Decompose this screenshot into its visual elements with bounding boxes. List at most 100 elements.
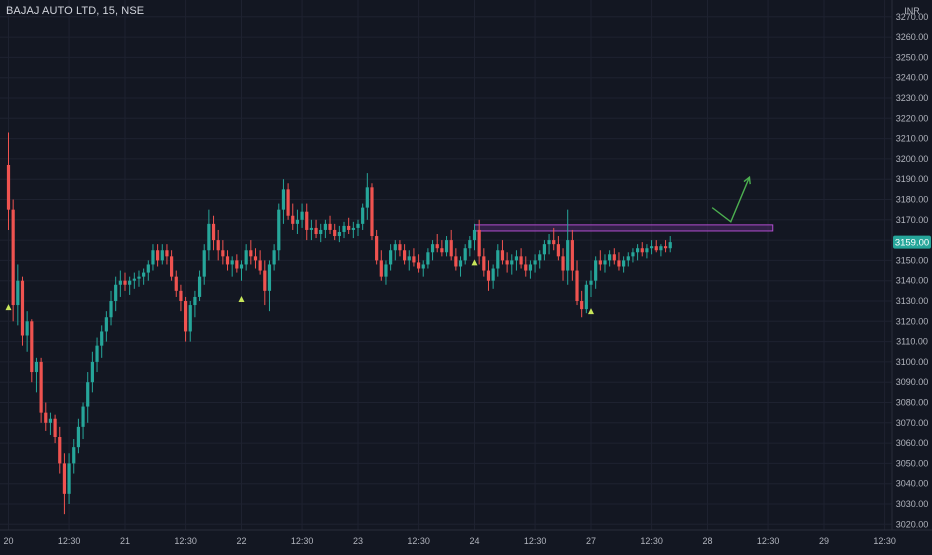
candle xyxy=(48,412,53,435)
candle-body xyxy=(379,260,383,277)
candle xyxy=(463,244,467,265)
candle-body xyxy=(519,256,523,265)
candle-body xyxy=(272,250,276,265)
candle-body xyxy=(156,250,160,261)
candle xyxy=(594,256,598,289)
candle-body xyxy=(58,437,62,464)
price-axis[interactable]: 3020.00 3030.00 3040.00 3050.00 3060.00 3070.… xyxy=(896,12,929,530)
candle-body xyxy=(277,209,281,251)
candle xyxy=(580,290,584,318)
candle xyxy=(258,250,262,275)
time-tick-label: 12:30 xyxy=(174,536,197,546)
price-tick-label: 3050.00 xyxy=(896,458,929,468)
candle-body xyxy=(556,244,560,257)
candle xyxy=(598,250,602,271)
candle xyxy=(53,414,57,444)
time-tick-label: 24 xyxy=(469,536,479,546)
time-tick-label: 29 xyxy=(819,536,829,546)
candle xyxy=(542,240,546,261)
candle xyxy=(314,219,318,239)
candle xyxy=(95,337,99,373)
candle-body xyxy=(48,418,53,423)
candle xyxy=(612,248,616,265)
candle-body xyxy=(514,256,519,261)
chart-title: BAJAJ AUTO LTD, 15, NSE xyxy=(6,5,145,17)
candle xyxy=(640,242,644,257)
candle xyxy=(603,254,607,273)
candle xyxy=(407,250,411,271)
price-tick-label: 3060.00 xyxy=(896,438,929,448)
candle xyxy=(631,248,635,263)
candle xyxy=(663,240,668,253)
candle xyxy=(370,183,374,241)
candle-body xyxy=(53,418,57,438)
resistance-zone xyxy=(474,224,774,232)
candle xyxy=(244,244,248,271)
candle-body xyxy=(267,264,272,291)
candle-body xyxy=(160,250,164,261)
candles xyxy=(6,132,672,515)
candle-body xyxy=(524,264,528,271)
price-tick-label: 3190.00 xyxy=(896,174,929,184)
candle-body xyxy=(67,463,71,494)
candle-body xyxy=(598,260,602,265)
candle xyxy=(584,280,588,314)
candle-body xyxy=(538,254,542,261)
candle xyxy=(16,264,20,326)
candle xyxy=(34,357,39,393)
candle-body xyxy=(430,244,435,253)
candle-body xyxy=(393,244,397,251)
candle xyxy=(281,179,286,224)
resistance-zone-layer xyxy=(474,224,774,232)
signal-marker-icon xyxy=(238,295,245,302)
time-axis[interactable]: 20 12:30 21 12:30 22 12:30 23 12:30 24 12:30 27 12:… xyxy=(3,536,895,546)
candle xyxy=(188,301,192,342)
candle xyxy=(365,173,369,220)
candle-body xyxy=(165,250,169,257)
candle xyxy=(235,254,239,273)
price-tick-label: 3090.00 xyxy=(896,377,929,387)
candle-body xyxy=(589,280,593,285)
candle-body xyxy=(458,260,463,267)
candle xyxy=(30,319,34,383)
candle xyxy=(160,244,164,265)
candle xyxy=(347,217,351,235)
candle-body xyxy=(239,264,244,269)
candle-body xyxy=(104,317,108,332)
signal-marker-icon xyxy=(471,259,478,266)
candle xyxy=(570,229,574,281)
price-tick-label: 3110.00 xyxy=(896,337,928,347)
candle-body xyxy=(636,248,640,253)
candle xyxy=(86,372,90,423)
candle xyxy=(216,229,220,261)
time-tick-label: 28 xyxy=(702,536,712,546)
candle xyxy=(337,225,341,243)
candle-body xyxy=(542,244,546,255)
candle xyxy=(626,252,630,267)
candle xyxy=(104,311,108,342)
candle-body xyxy=(412,256,416,263)
candle xyxy=(556,236,560,261)
candle xyxy=(486,260,491,291)
candle xyxy=(156,244,160,267)
candle xyxy=(272,244,276,271)
candle-body xyxy=(663,246,668,249)
price-tick-label: 3210.00 xyxy=(896,134,929,144)
candle-body xyxy=(90,361,94,383)
candle-body xyxy=(207,223,211,251)
candle-body xyxy=(617,260,621,267)
signal-markers xyxy=(5,259,594,315)
candle xyxy=(351,221,355,239)
candle-body xyxy=(323,223,327,230)
time-tick-label: 21 xyxy=(120,536,130,546)
price-tick-label: 3220.00 xyxy=(896,113,929,123)
candle-body xyxy=(197,276,202,297)
candle xyxy=(356,219,360,237)
time-tick-label: 12:30 xyxy=(640,536,663,546)
time-tick-label: 12:30 xyxy=(757,536,780,546)
candle-body xyxy=(566,240,570,271)
candle-body xyxy=(221,250,225,257)
